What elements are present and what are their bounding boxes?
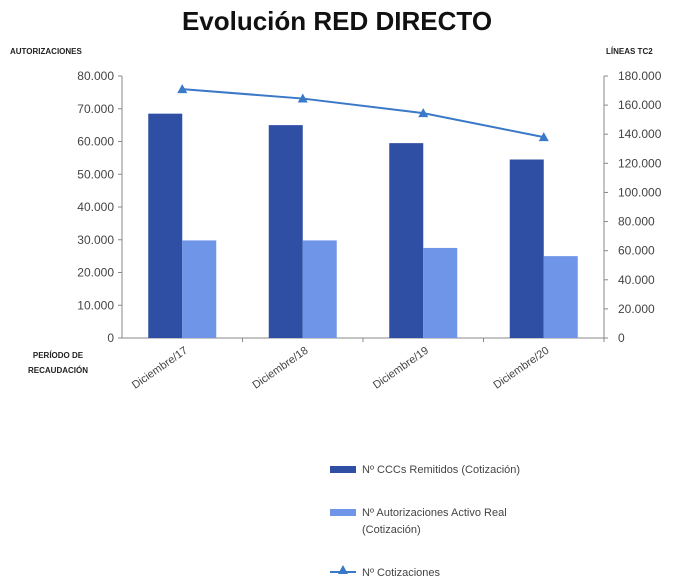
line-point-cotizaciones (538, 132, 549, 142)
legend-label-cotizaciones: Nº Cotizaciones (362, 567, 440, 579)
line-cotizaciones (182, 88, 544, 139)
x-category-label: Diciembre/18 (250, 345, 310, 392)
y-left-tick-label: 10.000 (77, 298, 114, 312)
y-right-tick-label: 0 (618, 331, 625, 345)
legend-item-ccc: Nº CCCs Remitidos (Cotización) (330, 462, 660, 479)
line-point-cotizaciones (297, 93, 308, 103)
y-right-axis-title: LÍNEAS TC2 (606, 47, 653, 56)
y-left-tick-label: 60.000 (77, 135, 114, 149)
legend-label-ccc: Nº CCCs Remitidos (Cotización) (362, 464, 521, 476)
y-right-tick-label: 40.000 (618, 273, 655, 287)
x-axis-title-line-1: PERÍODO DE (33, 351, 84, 360)
legend-label-autorizaciones: Nº Autorizaciones Activo Real (Cotizació… (362, 507, 507, 536)
y-right-tick-label: 120.000 (618, 156, 662, 170)
y-right-tick-label: 140.000 (618, 127, 662, 141)
bar-autorizaciones (543, 256, 578, 338)
x-category-label: Diciembre/20 (491, 345, 551, 392)
bar-ccc (509, 159, 544, 338)
bar-autorizaciones (302, 240, 337, 338)
y-left-axis-title: AUTORIZACIONES (10, 47, 83, 56)
y-right-tick-label: 100.000 (618, 185, 662, 199)
y-right-tick-label: 180.000 (618, 69, 662, 83)
chart-title: Evolución RED DIRECTO (181, 6, 493, 36)
legend-item-cotizaciones: Nº Cotizaciones (330, 565, 660, 582)
y-left-tick-label: 70.000 (77, 102, 114, 116)
y-right-tick-label: 160.000 (618, 98, 662, 112)
bar-autorizaciones (182, 240, 217, 338)
line-point-cotizaciones (418, 108, 429, 118)
y-left-tick-label: 50.000 (77, 167, 114, 181)
plot-area: 0 10.000 20.000 30.000 40.000 50.000 60.000 70.… (77, 69, 661, 392)
legend-swatch-cotizaciones (330, 565, 356, 577)
line-point-cotizaciones (177, 84, 188, 94)
bar-ccc (268, 125, 303, 338)
legend: Nº CCCs Remitidos (Cotización) Nº Autori… (330, 462, 660, 582)
x-category-label: Diciembre/19 (371, 345, 431, 392)
y-left-tick-label: 30.000 (77, 233, 114, 247)
chart-canvas: AUTORIZACIONES LÍNEAS TC2 PERÍODO DE REC… (10, 47, 662, 392)
x-axis-title-line-2: RECAUDACIÓN (28, 366, 88, 375)
bar-ccc (389, 143, 424, 338)
y-right-tick-label: 60.000 (618, 244, 655, 258)
bar-ccc (148, 113, 183, 338)
legend-item-autorizaciones: Nº Autorizaciones Activo Real (Cotizació… (330, 505, 660, 539)
y-left-tick-label: 0 (107, 331, 114, 345)
y-right-tick-label: 80.000 (618, 215, 655, 229)
bar-autorizaciones (423, 247, 458, 338)
y-left-tick-label: 40.000 (77, 200, 114, 214)
y-left-tick-label: 20.000 (77, 266, 114, 280)
x-category-label: Diciembre/17 (130, 345, 190, 392)
y-left-tick-label: 80.000 (77, 69, 114, 83)
legend-swatch-ccc (330, 466, 356, 473)
y-right-tick-label: 20.000 (618, 302, 655, 316)
legend-swatch-autorizaciones (330, 509, 356, 516)
